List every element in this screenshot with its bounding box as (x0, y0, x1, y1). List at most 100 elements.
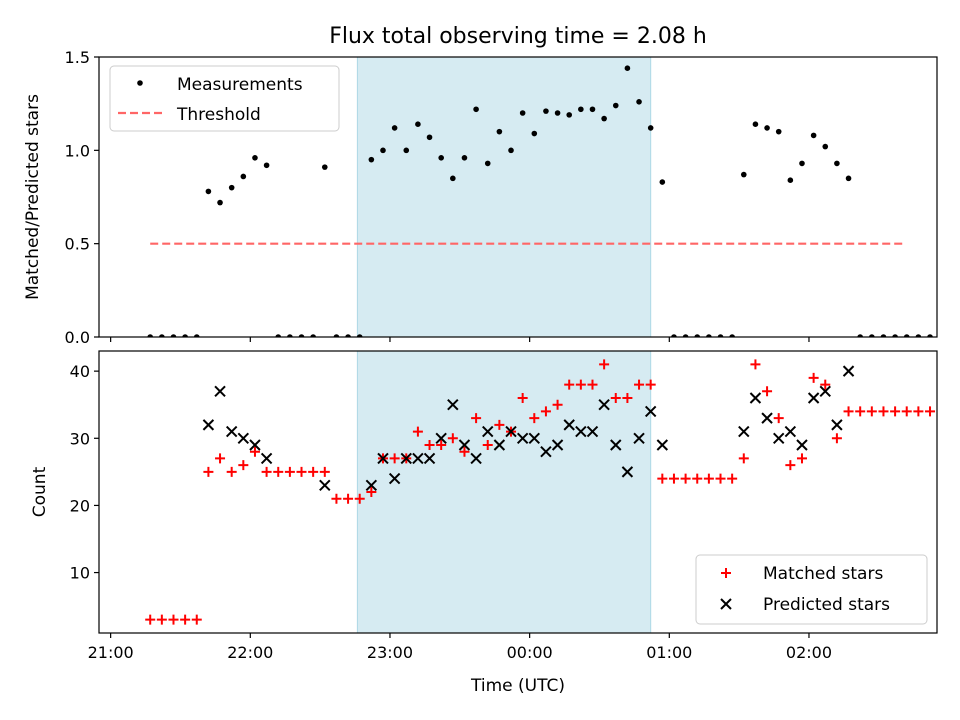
measurement-point (671, 334, 677, 337)
legend-measurement-marker (137, 80, 143, 86)
matched-star-point (727, 473, 738, 484)
x-tick-label: 02:00 (786, 643, 832, 662)
matched-star-point (331, 493, 342, 504)
measurement-point (345, 334, 351, 337)
measurement-point (566, 112, 573, 118)
matched-star-point (843, 406, 854, 417)
matched-star-point (773, 413, 784, 424)
measurement-point (822, 143, 829, 150)
matched-star-point (680, 473, 691, 484)
matched-star-point (890, 406, 901, 417)
y-axis-label: Matched/Predicted stars (23, 94, 43, 300)
measurement-point (869, 334, 875, 337)
measurement-point (508, 147, 514, 154)
matched-star-point (668, 473, 679, 484)
matched-star-point (738, 453, 749, 464)
predicted-star-point (796, 439, 808, 451)
predicted-star-point (540, 446, 552, 458)
measurement-point (787, 177, 794, 183)
data-points (147, 65, 933, 337)
predicted-star-point (423, 452, 436, 465)
legend: Matched stars Predicted stars (695, 554, 928, 625)
measurement-point (287, 334, 293, 337)
matched-star-point (471, 413, 482, 424)
matched-star-point (599, 359, 610, 370)
y-tick-label: 30 (70, 429, 90, 448)
measurement-point (903, 334, 910, 337)
measurement-point (263, 162, 270, 169)
matched-star-point (831, 433, 842, 444)
predicted-star-point (784, 425, 797, 438)
measurement-point (775, 128, 782, 135)
predicted-star-point (458, 439, 471, 451)
matched-star-point (715, 473, 726, 484)
matched-star-point (343, 493, 354, 504)
measurement-point (752, 121, 759, 127)
matched-star-point (657, 473, 668, 484)
measurement-point (170, 334, 177, 337)
matched-star-point (354, 493, 365, 504)
measurement-point (182, 334, 188, 337)
measurement-point (496, 128, 503, 135)
measurement-point (159, 334, 165, 337)
y-tick-label: 0.0 (65, 328, 90, 347)
legend-label: Predicted stars (763, 595, 890, 615)
measurement-point (450, 175, 456, 182)
data-points (145, 359, 936, 625)
matched-star-point (517, 393, 528, 403)
predicted-star-point (237, 432, 250, 444)
matched-star-point (261, 466, 272, 477)
x-tick-label: 21:00 (88, 643, 134, 662)
matched-star-point (796, 453, 807, 464)
legend-box (695, 554, 928, 625)
matched-star-point (203, 466, 214, 477)
matched-star-point (308, 466, 319, 477)
matched-star-point (447, 433, 458, 444)
predicted-star-point (586, 425, 599, 438)
x-tick-label: 22:00 (227, 643, 273, 662)
measurement-point (647, 125, 654, 131)
predicted-star-point (563, 419, 575, 431)
measurement-point (519, 110, 526, 116)
measurement-point (275, 334, 282, 337)
measurement-point (438, 155, 444, 161)
measurement-point (368, 156, 375, 163)
predicted-star-point (807, 392, 820, 404)
measurement-point (298, 334, 305, 337)
matched-star-point (913, 406, 924, 417)
matched-star-point (145, 614, 156, 625)
measurement-point (845, 175, 852, 182)
measurement-point (740, 171, 747, 178)
predicted-star-point (516, 432, 529, 444)
matched-star-point (564, 379, 575, 390)
predicted-star-point (365, 479, 378, 491)
measurement-point (834, 160, 840, 167)
matched-star-point (622, 393, 633, 403)
y-tick-label: 1.5 (65, 48, 90, 67)
legend-label: Matched stars (763, 564, 883, 584)
measurement-point (391, 125, 398, 131)
measurement-point (764, 125, 770, 131)
y-tick-label: 10 (70, 564, 90, 583)
predicted-star-point (528, 432, 541, 444)
measurement-point (321, 164, 328, 170)
matched-star-point (901, 406, 912, 417)
y-axis-label: Count (30, 466, 50, 517)
measurement-point (659, 179, 666, 185)
predicted-star-point (493, 439, 506, 451)
matched-star-point (645, 379, 656, 390)
predicted-star-point (435, 432, 447, 444)
matched-star-point (808, 372, 819, 383)
measurement-point (927, 334, 933, 337)
measurement-point (915, 334, 922, 337)
matched-star-point (703, 473, 714, 484)
x-tick-label: 23:00 (367, 643, 413, 662)
figure-title: Flux total observing time = 2.08 h (329, 24, 707, 49)
measurement-point (578, 106, 584, 113)
predicted-star-point (377, 452, 389, 465)
measurement-point (310, 334, 316, 337)
measurement-point (706, 334, 712, 337)
matched-star-point (238, 460, 249, 471)
predicted-star-point (749, 392, 762, 404)
x-tick-label: 00:00 (507, 643, 553, 662)
